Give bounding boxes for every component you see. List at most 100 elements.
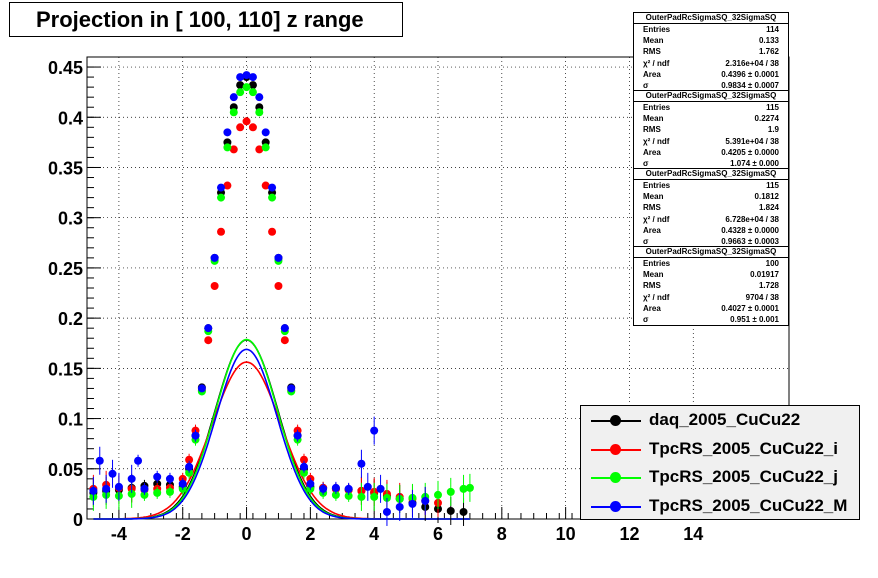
data-point bbox=[382, 493, 391, 502]
data-point bbox=[268, 183, 277, 192]
stats-row-value: 0.133 bbox=[758, 36, 779, 46]
x-tick-label: 10 bbox=[556, 524, 576, 544]
data-point bbox=[446, 506, 455, 515]
stats-row-label: RMS bbox=[643, 125, 661, 135]
data-point bbox=[153, 472, 162, 481]
data-point bbox=[236, 88, 245, 97]
fit-curve bbox=[93, 348, 470, 520]
stats-row: χ² / ndf 6.728e+04 / 38 bbox=[634, 214, 788, 225]
stats-row-value: 0.4328 ± 0.0000 bbox=[721, 225, 779, 235]
fit-curve bbox=[93, 339, 470, 520]
data-point bbox=[140, 490, 149, 499]
y-tick-label: 0.05 bbox=[48, 460, 83, 480]
x-tick-label: 12 bbox=[619, 524, 639, 544]
stats-box-title: OuterPadRcSigmaSQ_32SigmaSQ bbox=[634, 91, 788, 102]
chart-title: Projection in [ 100, 110] z range bbox=[9, 2, 403, 37]
data-point bbox=[280, 324, 289, 333]
data-point bbox=[229, 145, 238, 154]
stats-row-value: 9704 / 38 bbox=[745, 292, 779, 302]
data-point bbox=[197, 384, 206, 393]
y-tick-label: 0 bbox=[73, 510, 83, 530]
data-point bbox=[178, 479, 187, 488]
stats-row: Entries 115 bbox=[634, 180, 788, 191]
data-point bbox=[217, 227, 226, 236]
stats-row: RMS 1.762 bbox=[634, 46, 788, 57]
data-point bbox=[280, 336, 289, 345]
stats-row: Mean 0.1812 bbox=[634, 191, 788, 202]
data-point bbox=[102, 484, 111, 493]
stats-row-value: 6.728e+04 / 38 bbox=[725, 214, 779, 224]
legend-marker bbox=[610, 443, 621, 455]
stats-row: σ 0.951 ± 0.001 bbox=[634, 314, 788, 325]
data-point bbox=[382, 507, 391, 516]
data-point bbox=[299, 455, 308, 464]
data-point bbox=[446, 487, 455, 496]
stats-row-label: Entries bbox=[643, 259, 671, 268]
stats-box: OuterPadRcSigmaSQ_32SigmaSQ Entries 100 Mea… bbox=[633, 246, 789, 327]
stats-row-value: 1.9 bbox=[767, 125, 779, 135]
y-tick-label: 0.25 bbox=[48, 259, 83, 279]
y-tick-label: 0.3 bbox=[58, 209, 83, 229]
y-tick-label: 0.1 bbox=[58, 410, 83, 430]
stats-row: Area 0.4027 ± 0.0001 bbox=[634, 303, 788, 314]
data-point bbox=[459, 507, 468, 516]
stats-row-value: 5.391e+04 / 38 bbox=[725, 136, 779, 146]
data-point bbox=[459, 484, 468, 493]
data-point bbox=[357, 492, 366, 501]
data-point bbox=[299, 468, 308, 477]
legend-marker bbox=[610, 415, 621, 426]
stats-row: Area 0.4396 ± 0.0001 bbox=[634, 69, 788, 80]
data-point bbox=[185, 468, 194, 477]
data-point bbox=[331, 490, 340, 499]
stats-row-value: 114 bbox=[766, 25, 779, 34]
data-point bbox=[236, 81, 245, 90]
y-tick-label: 0.4 bbox=[58, 108, 83, 128]
data-point bbox=[223, 181, 232, 190]
data-point bbox=[89, 486, 98, 495]
data-point bbox=[363, 482, 372, 491]
data-point bbox=[127, 489, 136, 498]
stats-row: Area 0.4328 ± 0.0000 bbox=[634, 225, 788, 236]
stats-row-label: σ bbox=[643, 236, 649, 246]
data-point bbox=[268, 227, 277, 236]
legend-item: TpcRS_2005_CuCu22_M bbox=[581, 493, 861, 521]
stats-row-value: 100 bbox=[765, 259, 779, 268]
stats-row-value: 115 bbox=[766, 103, 779, 112]
stats-row: χ² / ndf 9704 / 38 bbox=[634, 292, 788, 303]
data-point bbox=[223, 128, 232, 137]
stats-row-label: Mean bbox=[643, 114, 664, 124]
data-point bbox=[261, 181, 270, 190]
stats-row-value: 0.951 ± 0.001 bbox=[730, 314, 779, 324]
data-point bbox=[210, 253, 219, 262]
stats-row-label: Area bbox=[643, 225, 661, 235]
data-point bbox=[395, 502, 404, 511]
data-point bbox=[421, 496, 430, 505]
legend-item: daq_2005_CuCu22 bbox=[581, 407, 861, 435]
data-point bbox=[274, 281, 283, 290]
data-point bbox=[185, 462, 194, 471]
data-point bbox=[248, 88, 257, 97]
stats-row-label: Area bbox=[643, 69, 661, 79]
data-point bbox=[465, 483, 474, 492]
data-point bbox=[248, 81, 257, 90]
data-point bbox=[217, 193, 226, 202]
data-point bbox=[408, 499, 417, 508]
legend-label: TpcRS_2005_CuCu22_M bbox=[649, 495, 848, 515]
data-point bbox=[204, 324, 213, 333]
stats-row-value: 0.1812 bbox=[754, 192, 779, 202]
legend-marker bbox=[610, 500, 621, 512]
x-tick-label: 4 bbox=[369, 524, 379, 544]
data-point bbox=[114, 482, 123, 491]
stats-row: σ 1.074 ± 0.000 bbox=[634, 158, 788, 169]
data-point bbox=[293, 431, 302, 440]
fit-curve bbox=[93, 338, 470, 520]
stats-row-value: 0.9834 ± 0.0007 bbox=[721, 80, 779, 90]
legend-item: TpcRS_2005_CuCu22_j bbox=[581, 464, 861, 492]
stats-row-label: χ² / ndf bbox=[643, 58, 670, 68]
stats-row: Entries 115 bbox=[634, 102, 788, 113]
stats-row-value: 1.074 ± 0.000 bbox=[730, 158, 779, 168]
data-point bbox=[331, 483, 340, 492]
stats-row: Mean 0.2274 bbox=[634, 113, 788, 124]
data-point bbox=[370, 426, 379, 435]
stats-row-label: σ bbox=[643, 158, 649, 168]
